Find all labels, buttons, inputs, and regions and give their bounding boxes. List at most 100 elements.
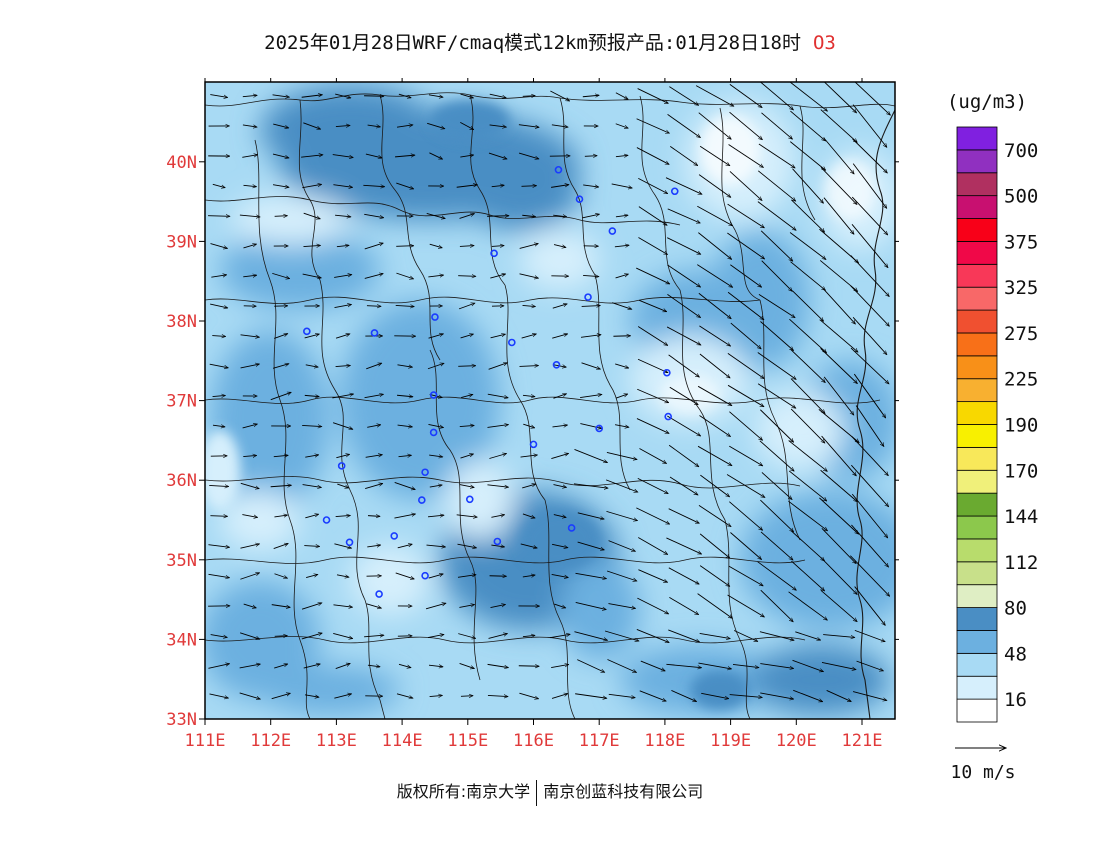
wind-arrow (853, 373, 885, 418)
wind-arrow (637, 326, 668, 346)
wind-arrow (518, 152, 539, 159)
wind-arrow (581, 306, 601, 307)
wind-arrow (790, 378, 825, 414)
wind-arrow (727, 384, 764, 408)
wind-arrow (304, 694, 319, 697)
wind-arrow (519, 244, 539, 249)
legend-swatch (956, 218, 998, 242)
wind-arrow (365, 455, 383, 458)
wind-arrow (612, 302, 632, 310)
wind-arrow (574, 448, 608, 462)
wind-arrow (303, 212, 321, 219)
wind-arrow (270, 485, 292, 486)
wind-arrow (459, 484, 474, 488)
wind-arrow (615, 274, 629, 279)
lat-label: 38N (166, 312, 197, 332)
wind-arrow (240, 573, 259, 580)
legend-swatch (956, 652, 998, 677)
wind-arrow (850, 285, 890, 327)
wind-arrow (851, 464, 888, 507)
wind-arrow (427, 363, 444, 370)
wind-arrow (491, 545, 504, 547)
legend-swatch (956, 286, 998, 311)
wind-arrow (271, 693, 291, 700)
wind-arrow (616, 394, 628, 399)
wind-arrow (522, 484, 536, 489)
lat-label: 37N (166, 392, 197, 412)
wind-reference-label: 10 m/s (950, 762, 1015, 783)
wind-arrow (729, 111, 763, 140)
legend-swatch (956, 675, 998, 700)
wind-arrow (856, 660, 884, 671)
wind-arrow (760, 499, 793, 532)
wind-arrow (427, 515, 444, 517)
legend-label: 700 (1004, 140, 1038, 162)
wind-arrow (335, 515, 351, 516)
boundary-lines (205, 92, 895, 719)
legend-swatch (956, 469, 998, 494)
wind-arrow (397, 364, 412, 367)
wind-arrow (608, 540, 636, 552)
city-marker (608, 227, 617, 235)
wind-arrow (460, 454, 473, 459)
wind-arrow (522, 575, 535, 577)
wind-arrow (669, 145, 698, 165)
wind-arrow (457, 575, 476, 578)
wind-arrow (792, 168, 823, 204)
wind-arrow (760, 663, 793, 669)
wind-arrow (730, 264, 761, 287)
wind-arrow (671, 690, 696, 702)
wind-arrow (698, 174, 731, 198)
wind-arrow (789, 82, 828, 111)
city-marker (490, 249, 498, 258)
wind-arrow (733, 630, 758, 642)
legend-label: 500 (1004, 186, 1038, 208)
lon-label: 121E (842, 731, 883, 751)
wind-arrow (487, 695, 508, 696)
wind-arrow (757, 561, 797, 591)
wind-arrow (209, 485, 228, 486)
wind-arrow (607, 659, 636, 673)
wind-arrow (240, 364, 260, 369)
wind-arrow (668, 354, 700, 377)
wind-arrow (791, 199, 824, 232)
wind-arrow (209, 363, 229, 368)
wind-arrow (760, 589, 793, 622)
wind-arrow (491, 515, 504, 518)
wind-arrow (552, 334, 568, 339)
wind-arrow (460, 93, 474, 98)
wind-arrow (488, 152, 507, 159)
legend-label: 325 (1004, 277, 1038, 299)
wind-arrow (428, 275, 443, 277)
wind-arrow (460, 155, 473, 157)
wind-arrow (395, 572, 415, 579)
wind-arrow (490, 274, 505, 279)
city-markers (303, 165, 679, 598)
wind-arrow (615, 363, 629, 368)
wind-arrow (208, 544, 229, 548)
wind-arrow (729, 411, 762, 441)
wind-arrow (428, 334, 444, 339)
legend-swatch (956, 630, 998, 654)
wind-arrow (668, 508, 700, 524)
wind-arrow (615, 155, 628, 156)
wind-arrow (826, 690, 852, 702)
wind-arrow (335, 663, 351, 669)
wind-arrow (523, 423, 534, 428)
wind-arrow (823, 376, 854, 415)
wind-arrow (490, 604, 506, 609)
wind-arrow (303, 122, 320, 129)
legend-swatch (956, 515, 998, 540)
wind-arrow (398, 663, 411, 667)
wind-arrow (577, 512, 604, 519)
wind-arrow (637, 88, 669, 104)
wind-arrow (698, 662, 731, 669)
wind-arrow (459, 214, 475, 219)
wind-arrow (398, 93, 411, 98)
wind-arrow (789, 141, 825, 171)
wind-arrow (575, 693, 607, 699)
legend-swatch (956, 355, 998, 380)
wind-arrow (456, 514, 478, 517)
lon-label: 120E (776, 731, 817, 751)
wind-arrow (638, 206, 667, 226)
